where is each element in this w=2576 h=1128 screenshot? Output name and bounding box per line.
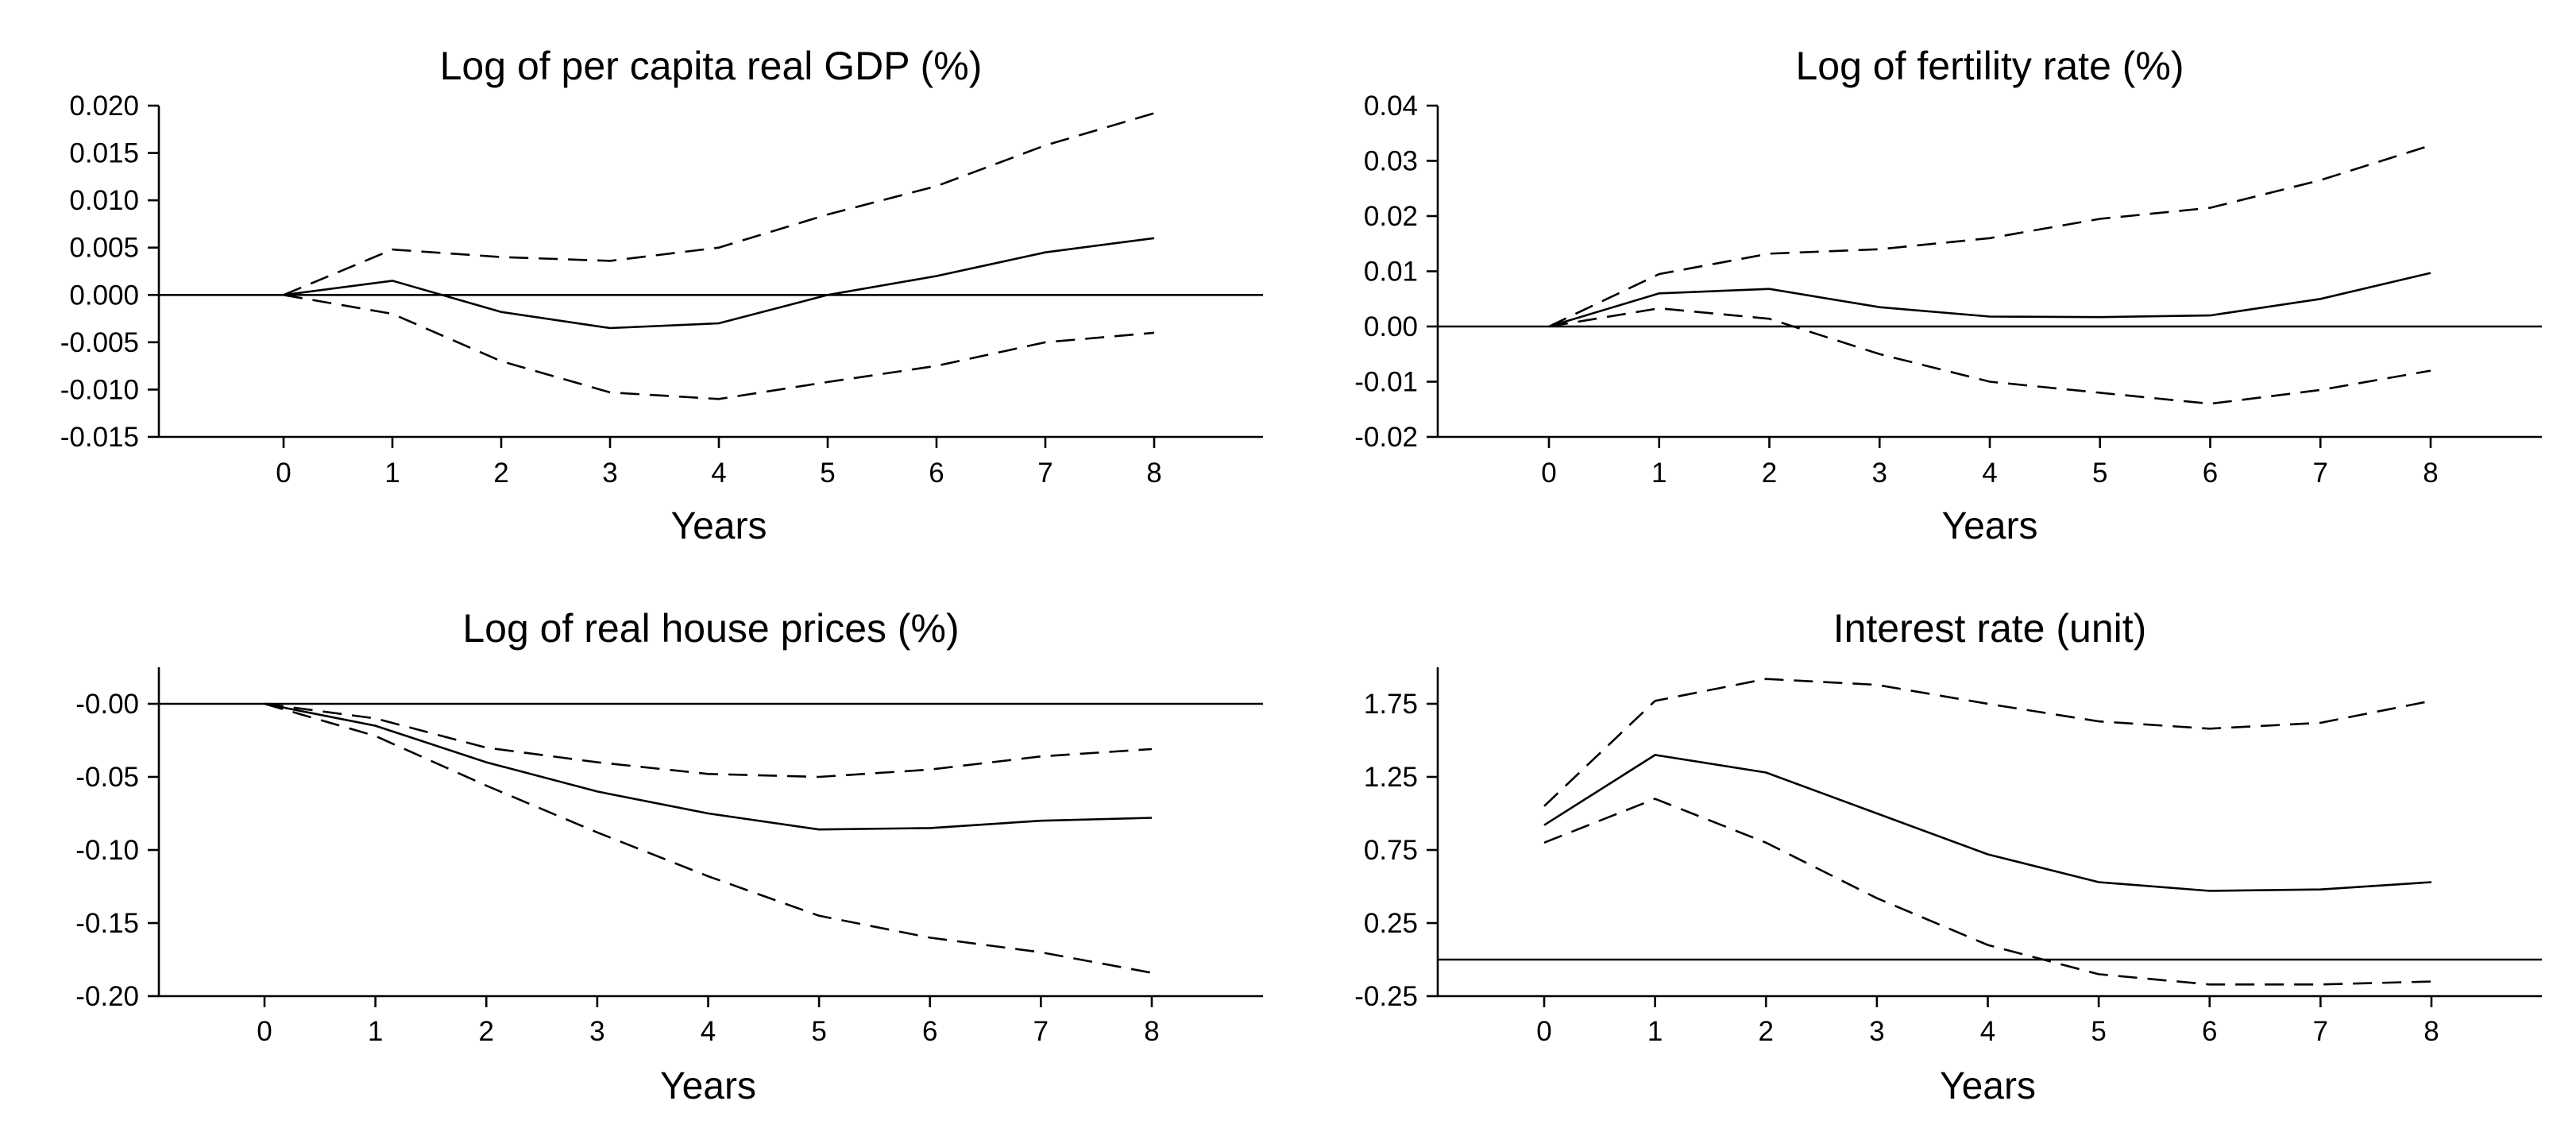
chart-title: Log of per capita real GDP (%) (440, 44, 983, 88)
x-tick-label: 1 (384, 458, 400, 489)
y-tick-label: -0.005 (60, 327, 139, 358)
x-tick-label: 3 (602, 458, 617, 489)
x-tick-label: 2 (493, 458, 508, 489)
y-tick-label: 0.02 (1364, 201, 1418, 232)
x-tick-label: 2 (1762, 458, 1777, 489)
y-tick-label: 0.00 (1364, 311, 1418, 342)
chart-panel-2: Log of fertility rate (%) -0.02 -0.01 0.00 0… (1354, 44, 2542, 547)
x-tick-label: 0 (276, 458, 291, 489)
x-tick-label: 3 (1869, 1016, 1884, 1047)
chart-panel-4: Interest rate (unit) -0.25 0.25 0.75 1.25 1.7… (1354, 606, 2542, 1107)
x-tick-label: 7 (2313, 458, 2328, 489)
upper-band-line (1543, 678, 2432, 807)
x-tick-label: 7 (1037, 458, 1052, 489)
chart-panel-1: Log of per capita real GDP (%) -0.015 -0.0… (60, 44, 1263, 547)
x-tick-label: 6 (2202, 1016, 2217, 1047)
x-tick-label: 5 (2092, 458, 2107, 489)
chart-title: Log of real house prices (%) (462, 606, 959, 651)
chart-title: Log of fertility rate (%) (1795, 44, 2184, 88)
x-tick-label: 2 (1759, 1016, 1774, 1047)
y-tick-label: -0.05 (75, 762, 139, 793)
x-tick-label: 8 (2423, 1016, 2439, 1047)
x-tick-label: 0 (257, 1016, 272, 1047)
y-tick-label: 0.25 (1364, 908, 1418, 939)
lower-band-line (1543, 798, 2432, 986)
x-tick-label: 7 (2313, 1016, 2328, 1047)
x-tick-label: 1 (368, 1016, 383, 1047)
y-tick-label: 0.03 (1364, 146, 1418, 177)
x-axis-label: Years (660, 1065, 756, 1107)
lower-band-line (283, 294, 1155, 400)
chart-title: Interest rate (unit) (1833, 606, 2147, 651)
y-tick-label: 1.25 (1364, 762, 1418, 793)
y-tick-label: -0.010 (60, 374, 139, 405)
x-tick-label: 8 (1146, 458, 1161, 489)
y-tick-label: -0.00 (75, 689, 139, 720)
x-tick-label: 5 (820, 458, 835, 489)
y-tick-label: -0.15 (75, 908, 139, 939)
x-tick-label: 1 (1647, 1016, 1663, 1047)
y-tick-label: 0.010 (69, 185, 139, 216)
y-tick-label: -0.25 (1354, 981, 1418, 1012)
x-tick-label: 3 (1872, 458, 1887, 489)
x-axis-label: Years (1940, 1065, 2036, 1107)
y-tick-label: 0.005 (69, 233, 139, 264)
upper-band-line (264, 702, 1153, 778)
x-tick-label: 4 (701, 1016, 716, 1047)
x-tick-label: 4 (1982, 458, 1997, 489)
chart-panel-3: Log of real house prices (%) -0.20 -0.15 -0… (75, 606, 1263, 1107)
y-tick-label: 0.020 (69, 91, 139, 122)
y-tick-label: 0.015 (69, 138, 139, 169)
x-tick-label: 6 (929, 458, 944, 489)
response-line (1548, 272, 2431, 328)
y-tick-label: -0.02 (1354, 422, 1418, 453)
x-tick-label: 0 (1541, 458, 1556, 489)
upper-band-line (283, 112, 1155, 296)
x-tick-label: 3 (589, 1016, 604, 1047)
x-tick-label: 8 (2423, 458, 2438, 489)
x-tick-label: 0 (1536, 1016, 1551, 1047)
y-tick-label: 0.000 (69, 280, 139, 311)
x-tick-label: 6 (2203, 458, 2218, 489)
x-tick-label: 8 (1144, 1016, 1159, 1047)
response-line (1543, 754, 2432, 892)
y-tick-label: 0.04 (1364, 91, 1418, 122)
y-tick-label: -0.015 (60, 422, 139, 453)
y-tick-label: 1.75 (1364, 689, 1418, 720)
x-tick-label: 7 (1033, 1016, 1049, 1047)
x-axis-label: Years (671, 505, 767, 547)
y-tick-label: -0.20 (75, 981, 139, 1012)
lower-band-line (264, 702, 1153, 974)
y-tick-label: -0.10 (75, 835, 139, 866)
y-tick-label: 0.75 (1364, 835, 1418, 866)
response-line (283, 237, 1155, 330)
response-line (264, 702, 1153, 831)
x-tick-label: 4 (711, 458, 726, 489)
lower-band-line (1548, 307, 2431, 405)
x-tick-label: 6 (922, 1016, 937, 1047)
upper-band-line (1548, 144, 2431, 328)
x-tick-label: 2 (479, 1016, 494, 1047)
x-tick-label: 4 (1980, 1016, 1995, 1047)
x-tick-label: 5 (811, 1016, 826, 1047)
x-tick-label: 1 (1651, 458, 1666, 489)
x-axis-label: Years (1942, 505, 2038, 547)
x-tick-label: 5 (2091, 1016, 2106, 1047)
y-tick-label: 0.01 (1364, 257, 1418, 288)
y-tick-label: -0.01 (1354, 367, 1418, 398)
panels: Log of per capita real GDP (%)-0.015-0.0… (60, 44, 2542, 1107)
